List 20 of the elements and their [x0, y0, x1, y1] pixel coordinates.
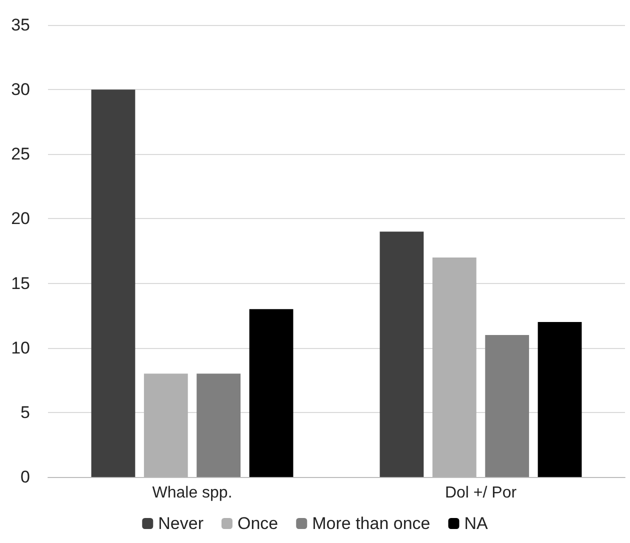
x-tick-label: Whale spp. — [152, 484, 232, 502]
legend-label: NA — [464, 514, 489, 533]
y-tick-label: 35 — [11, 16, 30, 34]
y-tick-label: 0 — [20, 468, 30, 486]
legend-label: More than once — [312, 514, 430, 533]
y-tick-label: 15 — [11, 274, 30, 293]
y-tick-label: 25 — [11, 144, 30, 164]
bar — [485, 334, 530, 477]
y-tick-label: 30 — [11, 80, 30, 100]
legend-label: Never — [158, 514, 204, 533]
bar — [196, 374, 241, 477]
y-tick-label: 20 — [11, 209, 30, 228]
bar — [91, 90, 136, 477]
y-tick-label: 10 — [11, 338, 30, 358]
x-tick-label: Dol +/ Por — [444, 484, 518, 502]
bar — [380, 232, 424, 477]
y-tick-label: 5 — [20, 402, 30, 422]
legend-label: Once — [237, 514, 278, 533]
bar — [538, 322, 582, 477]
bar — [249, 309, 294, 477]
